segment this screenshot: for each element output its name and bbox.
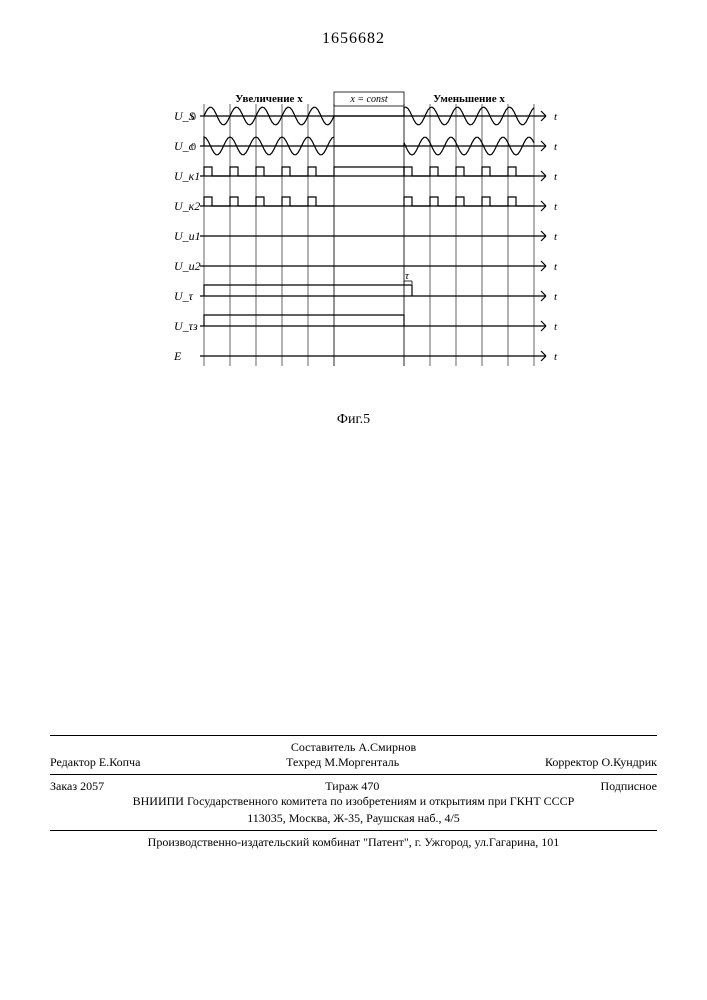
org-line: ВНИИПИ Государственного комитета по изоб…	[50, 794, 657, 809]
doc-number: 1656682	[50, 30, 657, 48]
svg-text:t: t	[554, 351, 558, 363]
footer-block: Составитель А.Смирнов Редактор Е.Копча Т…	[50, 731, 657, 850]
svg-text:t: t	[554, 111, 558, 123]
svg-text:U_τ: U_τ	[174, 289, 194, 303]
svg-text:E: E	[173, 349, 182, 363]
svg-text:t: t	[554, 261, 558, 273]
svg-text:t: t	[554, 201, 558, 213]
svg-text:U_к2: U_к2	[174, 199, 200, 213]
svg-text:t: t	[554, 291, 558, 303]
figure-caption: Фиг.5	[50, 412, 657, 428]
svg-text:U_и1: U_и1	[174, 229, 201, 243]
order: Заказ 2057	[50, 779, 104, 794]
svg-text:Уменьшение x: Уменьшение x	[433, 93, 505, 105]
svg-text:t: t	[554, 141, 558, 153]
timing-diagram: Увеличение xУменьшение xx = constU_S0tU_…	[144, 88, 564, 408]
techred: Техред М.Моргенталь	[286, 755, 399, 770]
addr-line: 113035, Москва, Ж-35, Раушская наб., 4/5	[50, 811, 657, 826]
svg-text:0: 0	[191, 142, 196, 153]
subscr: Подписное	[600, 779, 657, 794]
compiler-line: Составитель А.Смирнов	[50, 740, 657, 755]
svg-text:t: t	[554, 171, 558, 183]
editor: Редактор Е.Копча	[50, 755, 140, 770]
tirazh: Тираж 470	[325, 779, 379, 794]
corrector: Корректор О.Кундрик	[545, 755, 657, 770]
svg-text:t: t	[554, 231, 558, 243]
svg-text:Увеличение x: Увеличение x	[235, 93, 303, 105]
printer-line: Производственно-издательский комбинат "П…	[50, 835, 657, 850]
svg-text:U_и2: U_и2	[174, 259, 201, 273]
svg-text:τ: τ	[405, 270, 410, 282]
svg-text:x = const: x = const	[349, 94, 388, 105]
svg-text:U_к1: U_к1	[174, 169, 200, 183]
svg-text:t: t	[554, 321, 558, 333]
svg-text:0: 0	[191, 112, 196, 123]
svg-text:U_τз: U_τз	[174, 319, 198, 333]
